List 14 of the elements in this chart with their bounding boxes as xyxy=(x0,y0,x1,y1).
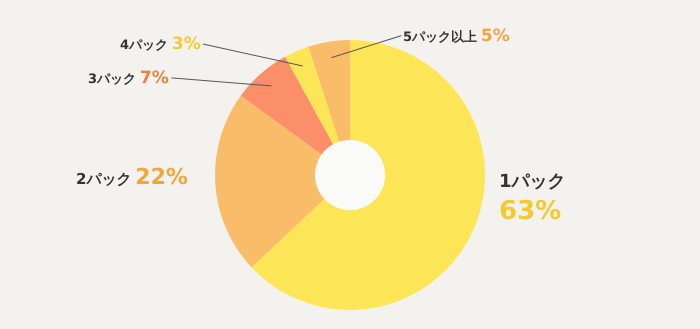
slice-label: 3パック xyxy=(88,72,136,87)
data-label: 22% xyxy=(135,165,188,190)
donut-slice xyxy=(215,96,324,268)
donut-slice xyxy=(240,56,334,154)
slice-label: 2パック xyxy=(76,170,132,188)
data-label: 7% xyxy=(140,68,169,88)
data-label: 63% xyxy=(499,196,562,226)
slice-label: 4パック xyxy=(120,38,168,53)
slice-label: 5パック以上 xyxy=(403,30,478,45)
slice-label: 1パック xyxy=(499,171,566,192)
donut-slice xyxy=(284,46,340,144)
donut-slice xyxy=(308,40,350,142)
data-label: 3% xyxy=(172,34,201,54)
data-label: 5% xyxy=(480,26,510,46)
